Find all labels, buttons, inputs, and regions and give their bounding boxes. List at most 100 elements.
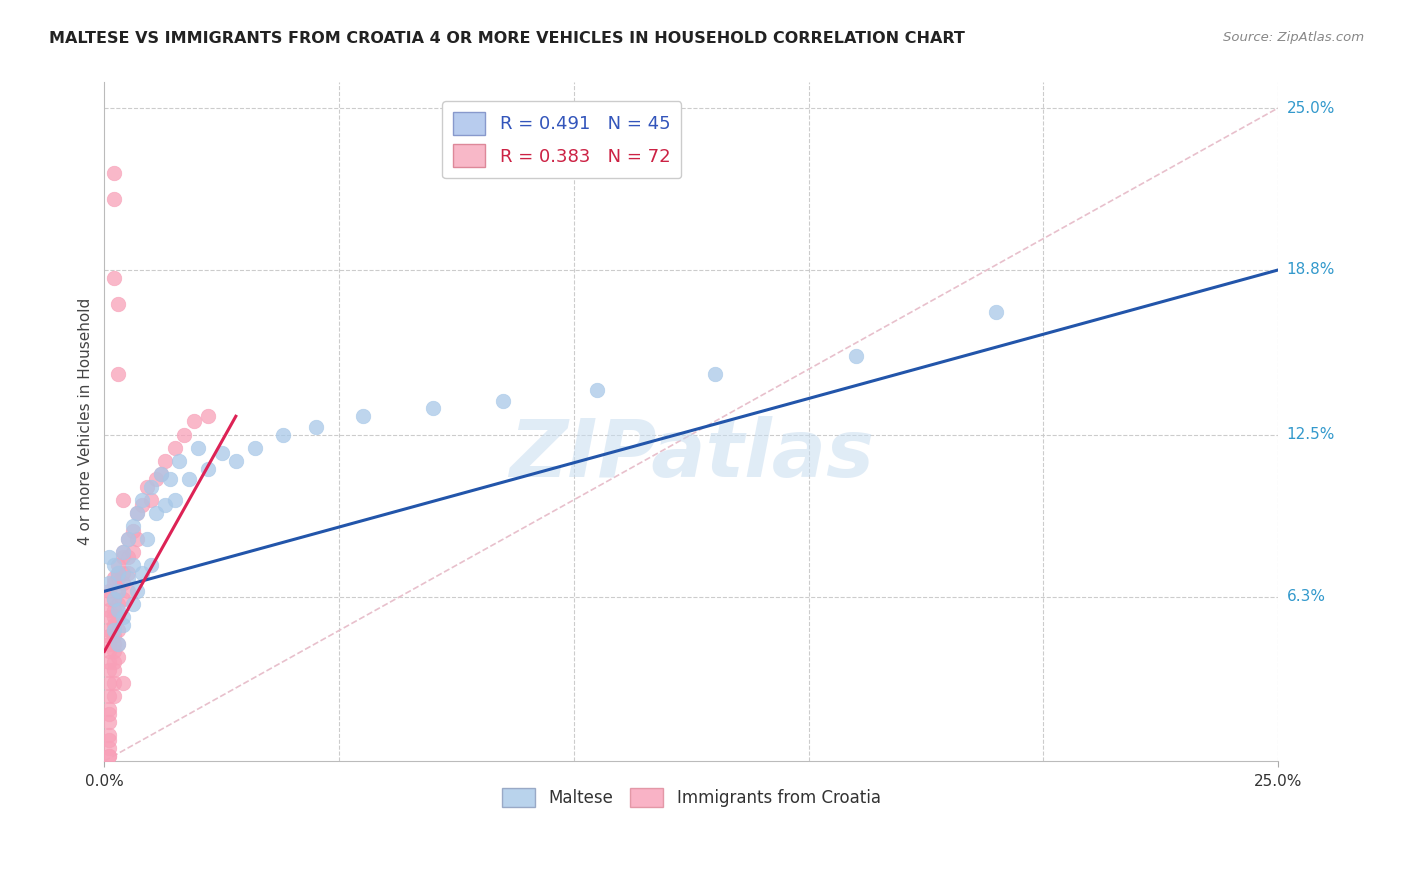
Point xyxy=(103,592,125,607)
Point xyxy=(131,566,153,580)
Text: 6.3%: 6.3% xyxy=(1286,589,1326,604)
Text: 12.5%: 12.5% xyxy=(1286,427,1334,442)
Point xyxy=(98,655,121,669)
Point xyxy=(169,453,191,467)
Point xyxy=(117,571,139,585)
Point xyxy=(112,566,135,580)
Point xyxy=(98,550,121,565)
Point xyxy=(98,624,121,638)
Point xyxy=(98,748,121,763)
Point xyxy=(107,584,129,599)
Point xyxy=(103,629,125,643)
Legend: Maltese, Immigrants from Croatia: Maltese, Immigrants from Croatia xyxy=(495,781,887,814)
Point xyxy=(98,714,121,729)
Point xyxy=(98,689,121,703)
Point xyxy=(177,472,200,486)
Point xyxy=(98,636,121,650)
Point xyxy=(183,415,205,429)
Point xyxy=(98,644,121,658)
Point xyxy=(112,618,135,632)
Point xyxy=(127,506,149,520)
Point xyxy=(107,368,129,382)
Point xyxy=(103,166,125,180)
Point xyxy=(703,368,725,382)
Point xyxy=(98,728,121,742)
Point xyxy=(112,550,135,565)
Point xyxy=(352,409,374,424)
Point xyxy=(98,602,121,616)
Point xyxy=(112,576,135,591)
Text: ZIPatlas: ZIPatlas xyxy=(509,417,873,494)
Point xyxy=(98,592,121,607)
Point xyxy=(98,748,121,763)
Point xyxy=(98,733,121,747)
Point xyxy=(98,702,121,716)
Text: MALTESE VS IMMIGRANTS FROM CROATIA 4 OR MORE VEHICLES IN HOUSEHOLD CORRELATION C: MALTESE VS IMMIGRANTS FROM CROATIA 4 OR … xyxy=(49,31,965,46)
Point xyxy=(159,472,181,486)
Point xyxy=(121,558,143,573)
Point xyxy=(98,584,121,599)
Point xyxy=(121,519,143,533)
Text: Source: ZipAtlas.com: Source: ZipAtlas.com xyxy=(1223,31,1364,45)
Point xyxy=(127,506,149,520)
Point xyxy=(103,193,125,207)
Point xyxy=(243,441,266,455)
Point xyxy=(98,741,121,756)
Point xyxy=(304,419,326,434)
Point xyxy=(107,566,129,580)
Point xyxy=(103,663,125,677)
Point xyxy=(986,305,1008,319)
Point xyxy=(155,498,177,512)
Point xyxy=(98,629,121,643)
Point xyxy=(173,427,195,442)
Point xyxy=(145,506,167,520)
Point xyxy=(107,624,129,638)
Point xyxy=(107,584,129,599)
Point xyxy=(117,550,139,565)
Point xyxy=(112,592,135,607)
Point xyxy=(163,441,186,455)
Point xyxy=(98,707,121,722)
Point xyxy=(112,675,135,690)
Point xyxy=(121,545,143,559)
Point xyxy=(107,297,129,311)
Point xyxy=(103,618,125,632)
Point xyxy=(98,663,121,677)
Point xyxy=(107,566,129,580)
Point xyxy=(492,393,515,408)
Point xyxy=(197,461,219,475)
Point xyxy=(98,576,121,591)
Point xyxy=(117,566,139,580)
Point xyxy=(135,532,157,546)
Point xyxy=(149,467,172,481)
Point xyxy=(163,492,186,507)
Point xyxy=(112,545,135,559)
Point xyxy=(103,571,125,585)
Point xyxy=(107,598,129,612)
Point xyxy=(127,532,149,546)
Point xyxy=(98,675,121,690)
Point xyxy=(112,492,135,507)
Point xyxy=(131,492,153,507)
Point xyxy=(103,576,125,591)
Point xyxy=(586,383,609,397)
Text: 25.0%: 25.0% xyxy=(1286,101,1334,116)
Point xyxy=(145,472,167,486)
Point xyxy=(135,480,157,494)
Point xyxy=(422,401,444,416)
Point xyxy=(103,602,125,616)
Point xyxy=(271,427,294,442)
Y-axis label: 4 or more Vehicles in Household: 4 or more Vehicles in Household xyxy=(79,298,93,545)
Point xyxy=(107,602,129,616)
Point xyxy=(117,584,139,599)
Point xyxy=(103,558,125,573)
Point xyxy=(187,441,209,455)
Point xyxy=(103,624,125,638)
Point xyxy=(141,492,163,507)
Point xyxy=(107,636,129,650)
Point xyxy=(103,270,125,285)
Point xyxy=(107,636,129,650)
Point xyxy=(103,592,125,607)
Point xyxy=(141,480,163,494)
Point xyxy=(225,453,247,467)
